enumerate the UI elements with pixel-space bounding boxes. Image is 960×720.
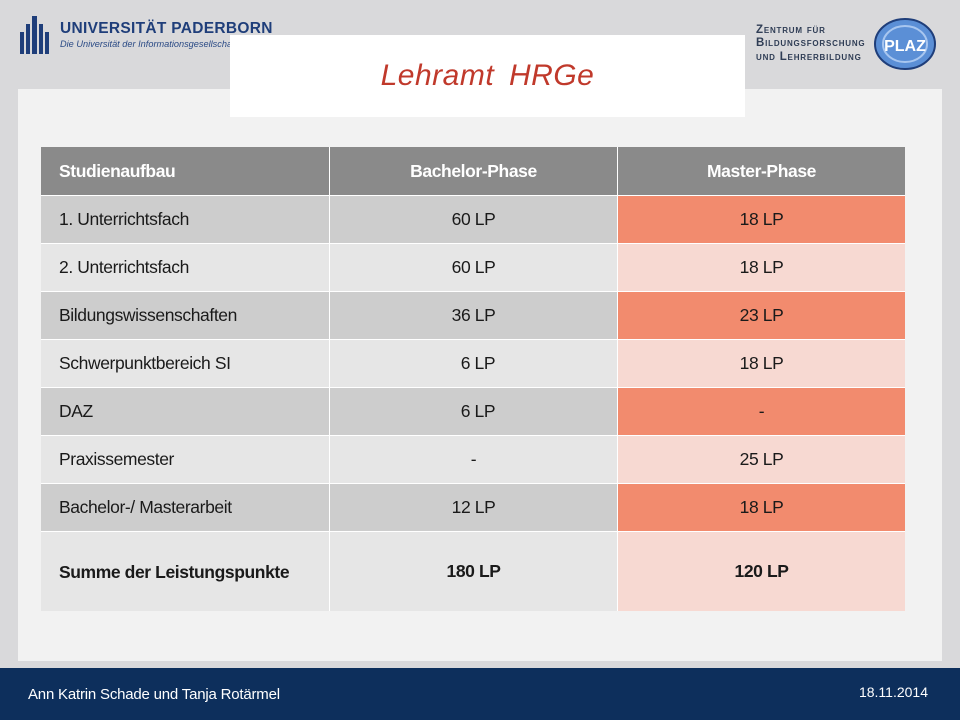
row-label: 1. Unterrichtsfach bbox=[41, 195, 329, 243]
summary-bachelor-total: 180 LP bbox=[329, 531, 617, 611]
table-summary-row: Summe der Leistungspunkte 180 LP 120 LP bbox=[41, 531, 905, 611]
plaz-logo-block: Zentrum für Bildungsforschung und Lehrer… bbox=[756, 16, 939, 72]
university-logo: UNIVERSITÄT PADERBORN Die Universität de… bbox=[18, 14, 273, 56]
row-label: Schwerpunktbereich SI bbox=[41, 339, 329, 387]
column-header-bachelor: Bachelor-Phase bbox=[329, 147, 617, 195]
bachelor-value: 6 LP bbox=[329, 387, 617, 435]
table-row: Praxissemester - 25 LP bbox=[41, 435, 905, 483]
master-value: - bbox=[617, 387, 905, 435]
table-row: Bachelor-/ Masterarbeit 12 LP 18 LP bbox=[41, 483, 905, 531]
bachelor-value: 6 LP bbox=[329, 339, 617, 387]
summary-master-total: 120 LP bbox=[617, 531, 905, 611]
plaz-logo-icon: PLAZ bbox=[874, 18, 937, 70]
table-row: Schwerpunktbereich SI 6 LP 18 LP bbox=[41, 339, 905, 387]
bachelor-value: 60 LP bbox=[329, 243, 617, 291]
bachelor-value: 60 LP bbox=[329, 195, 617, 243]
slide-title: Lehramt HRGe bbox=[380, 59, 595, 92]
plaz-logo-text: PLAZ bbox=[885, 38, 927, 55]
bachelor-value: 36 LP bbox=[329, 291, 617, 339]
row-label: Praxissemester bbox=[41, 435, 329, 483]
plaz-line-3: und Lehrerbildung bbox=[756, 50, 862, 63]
table-row: 2. Unterrichtsfach 60 LP 18 LP bbox=[41, 243, 905, 291]
footer-bar: Ann Katrin Schade und Tanja Rotärmel 18.… bbox=[0, 668, 960, 720]
table-header-row: Studienaufbau Bachelor-Phase Master-Phas… bbox=[41, 147, 905, 195]
table-row: Bildungswissenschaften 36 LP 23 LP bbox=[41, 291, 905, 339]
study-structure-table: Studienaufbau Bachelor-Phase Master-Phas… bbox=[41, 147, 905, 611]
master-value: 18 LP bbox=[617, 195, 905, 243]
master-value: 25 LP bbox=[617, 435, 905, 483]
university-subtitle: Die Universität der Informationsgesellsc… bbox=[60, 38, 238, 49]
plaz-line-1: Zentrum für bbox=[756, 23, 826, 36]
university-name: UNIVERSITÄT PADERBORN bbox=[60, 20, 273, 38]
column-header-studienaufbau: Studienaufbau bbox=[41, 147, 329, 195]
summary-label: Summe der Leistungspunkte bbox=[41, 531, 329, 611]
master-value: 18 LP bbox=[617, 483, 905, 531]
plaz-line-2: Bildungsforschung bbox=[756, 37, 866, 50]
bachelor-value: - bbox=[329, 435, 617, 483]
column-header-master: Master-Phase bbox=[617, 147, 905, 195]
title-box: Lehramt HRGe bbox=[230, 35, 745, 117]
footer-date: 18.11.2014 bbox=[858, 684, 928, 700]
row-label: 2. Unterrichtsfach bbox=[41, 243, 329, 291]
footer-author: Ann Katrin Schade und Tanja Rotärmel bbox=[28, 686, 280, 703]
table-row: 1. Unterrichtsfach 60 LP 18 LP bbox=[41, 195, 905, 243]
master-value: 23 LP bbox=[617, 291, 905, 339]
master-value: 18 LP bbox=[617, 243, 905, 291]
table-row: DAZ 6 LP - bbox=[41, 387, 905, 435]
upb-logo-icon bbox=[20, 16, 49, 54]
row-label: Bachelor-/ Masterarbeit bbox=[41, 483, 329, 531]
row-label: Bildungswissenschaften bbox=[41, 291, 329, 339]
row-label: DAZ bbox=[41, 387, 329, 435]
bachelor-value: 12 LP bbox=[329, 483, 617, 531]
plaz-name: Zentrum für Bildungsforschung und Lehrer… bbox=[756, 24, 865, 65]
master-value: 18 LP bbox=[617, 339, 905, 387]
